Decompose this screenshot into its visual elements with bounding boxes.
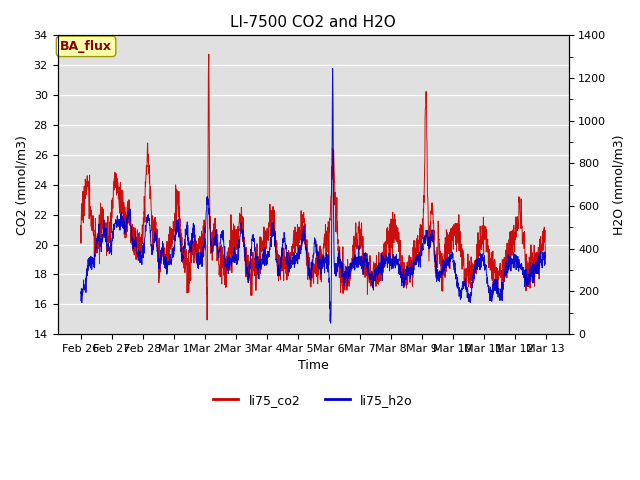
Y-axis label: H2O (mmol/m3): H2O (mmol/m3) (612, 134, 625, 235)
Legend: li75_co2, li75_h2o: li75_co2, li75_h2o (209, 389, 418, 411)
X-axis label: Time: Time (298, 360, 328, 372)
Text: BA_flux: BA_flux (60, 40, 112, 53)
Y-axis label: CO2 (mmol/m3): CO2 (mmol/m3) (15, 135, 28, 235)
Title: LI-7500 CO2 and H2O: LI-7500 CO2 and H2O (230, 15, 396, 30)
